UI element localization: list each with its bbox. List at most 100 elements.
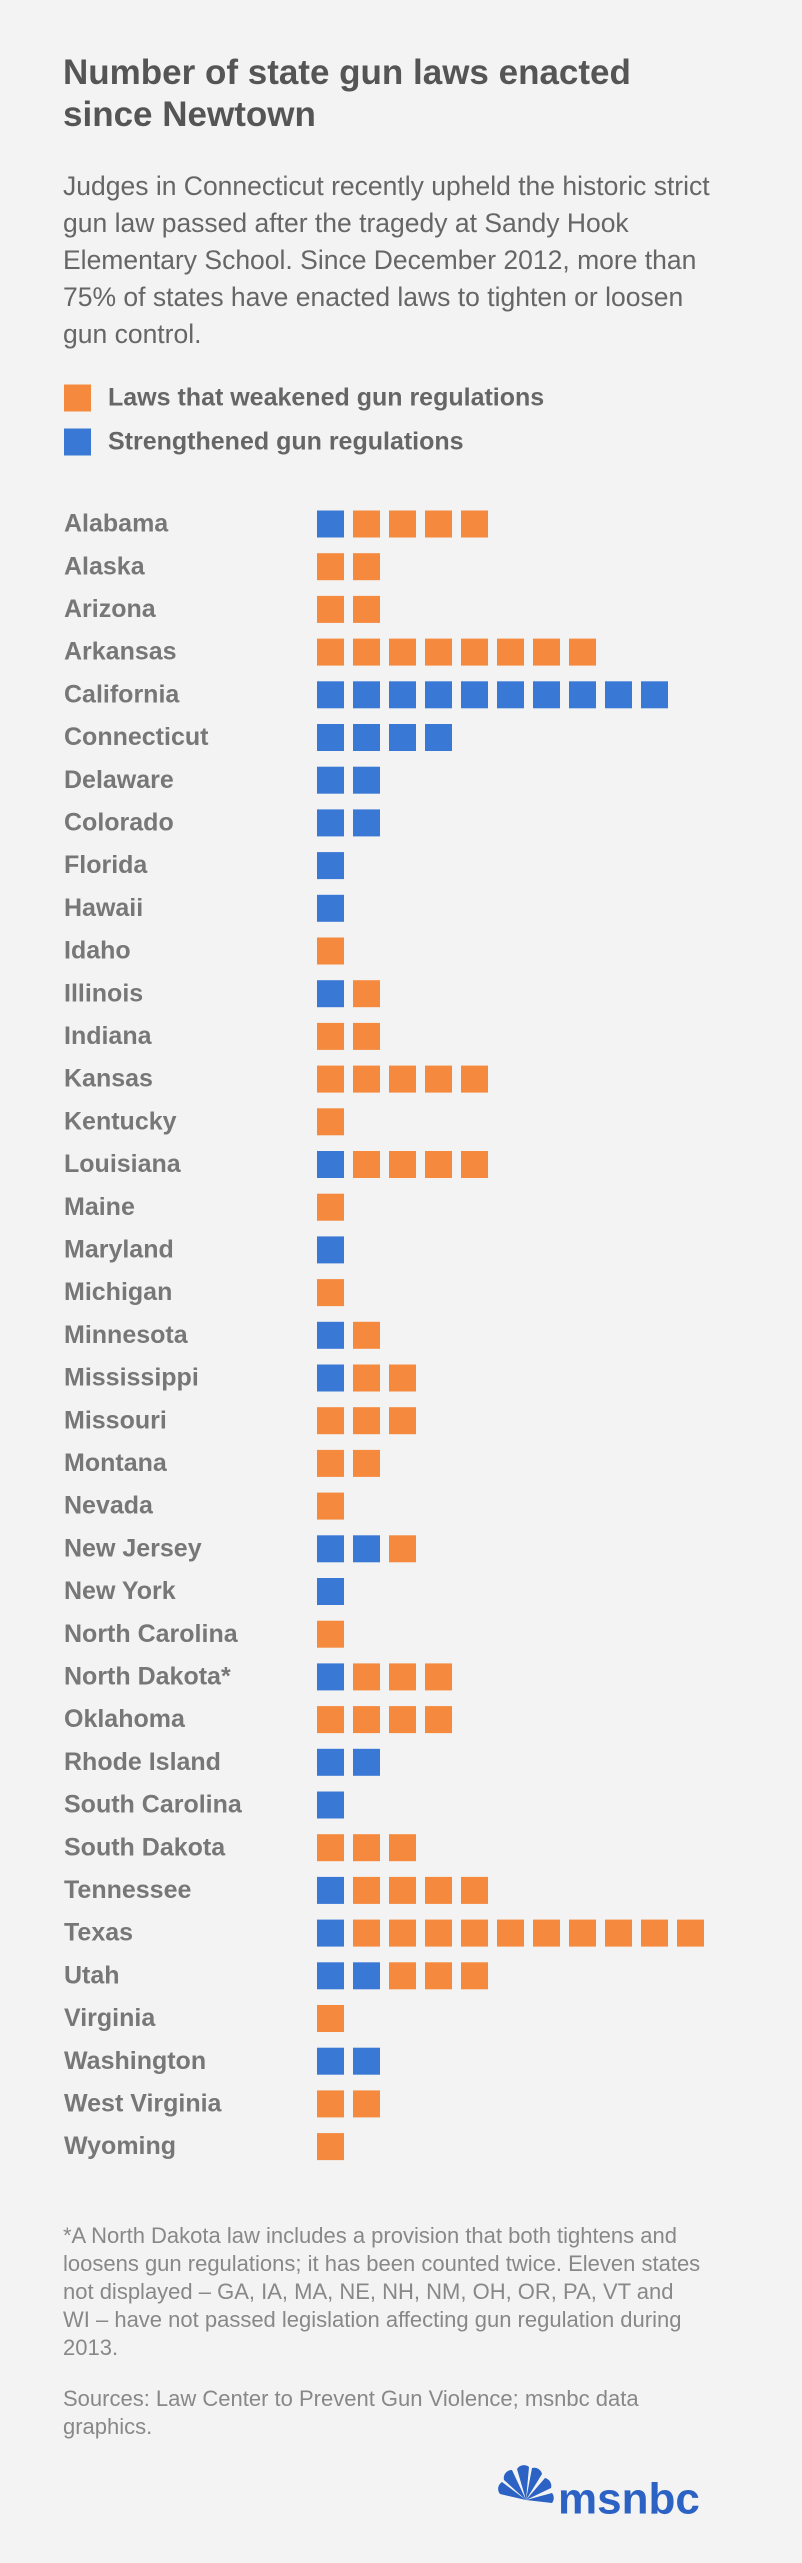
unit-segment [317, 1151, 344, 1178]
source: Sources: Law Center to Prevent Gun Viole… [63, 2386, 639, 2439]
unit-square [389, 1663, 416, 1691]
unit-segment [317, 1321, 344, 1349]
legend-swatch [64, 428, 91, 456]
unit-square [389, 681, 416, 709]
category-label: South Dakota [64, 1833, 226, 1861]
unit-segment [317, 1706, 452, 1734]
category-label: Missouri [64, 1406, 167, 1434]
category-label: Texas [64, 1919, 133, 1947]
unit-square [389, 1535, 416, 1563]
category-label: Illinois [64, 979, 143, 1007]
unit-segment [353, 1663, 452, 1691]
unit-segment [317, 2133, 344, 2161]
unit-segment [317, 1919, 344, 1947]
unit-square [317, 894, 344, 922]
category-label: Michigan [64, 1278, 172, 1306]
unit-segment [317, 852, 344, 880]
unit-square [317, 1706, 344, 1734]
category-label: California [64, 680, 180, 708]
unit-square [353, 1022, 380, 1050]
unit-segment [317, 766, 380, 794]
unit-square [389, 1364, 416, 1392]
unit-square [461, 1962, 488, 1990]
legend-swatch [64, 384, 91, 412]
unit-square [461, 1919, 488, 1947]
category-label: Arizona [64, 595, 157, 623]
unit-square [497, 681, 524, 709]
unit-square [533, 638, 560, 666]
category-label: Nevada [64, 1492, 154, 1520]
unit-square [605, 681, 632, 709]
unit-square [353, 766, 380, 794]
unit-segment [317, 2047, 380, 2075]
unit-segment [317, 1834, 416, 1862]
unit-square [317, 1364, 344, 1392]
category-label: Hawaii [64, 894, 143, 922]
unit-square [353, 2090, 380, 2118]
category-label: Utah [64, 1961, 120, 1989]
unit-square [389, 724, 416, 751]
unit-square [317, 724, 344, 751]
unit-square [353, 980, 380, 1008]
unit-square [425, 681, 452, 709]
unit-segment [353, 1151, 488, 1178]
unit-square [461, 681, 488, 709]
unit-square [317, 1022, 344, 1050]
unit-square [317, 1919, 344, 1947]
unit-square [353, 1748, 380, 1776]
unit-segment [389, 1962, 488, 1990]
unit-segment [317, 553, 380, 581]
unit-square [389, 1919, 416, 1947]
unit-segment [317, 894, 344, 922]
unit-square [317, 2090, 344, 2118]
footnote: *A North Dakota law includes a provision… [63, 2223, 701, 2360]
legend-label: Laws that weakened gun regulations [108, 384, 544, 412]
unit-square [425, 1151, 452, 1178]
unit-square [353, 638, 380, 666]
unit-square [317, 1578, 344, 1605]
category-label: New York [64, 1577, 176, 1605]
unit-square [389, 1706, 416, 1734]
unit-segment [317, 1535, 380, 1563]
unit-segment [353, 510, 488, 538]
unit-segment [317, 809, 380, 837]
unit-segment [353, 980, 380, 1008]
unit-segment [317, 1236, 344, 1264]
unit-square [353, 809, 380, 837]
unit-square [533, 1919, 560, 1947]
category-label: Kentucky [64, 1107, 177, 1135]
unit-square [353, 1919, 380, 1947]
unit-segment [353, 1364, 416, 1392]
category-label: Alabama [64, 510, 169, 538]
unit-square [461, 1876, 488, 1904]
unit-square [641, 1919, 668, 1947]
unit-square [533, 681, 560, 709]
unit-square [497, 1919, 524, 1947]
unit-square [317, 1407, 344, 1435]
unit-segment [317, 1022, 380, 1050]
unit-square [353, 2047, 380, 2075]
unit-square [317, 809, 344, 837]
unit-square [317, 1535, 344, 1563]
unit-square [353, 1663, 380, 1691]
category-label: Maine [64, 1193, 135, 1221]
unit-square [425, 638, 452, 666]
chart-title: Number of state gun laws enacted since N… [63, 53, 631, 134]
unit-square [317, 1108, 344, 1136]
unit-square [317, 2005, 344, 2032]
unit-segment [317, 1193, 344, 1221]
unit-segment [317, 724, 452, 751]
unit-square [353, 1876, 380, 1904]
unit-square [317, 766, 344, 794]
unit-segment [317, 681, 668, 709]
unit-segment [317, 1791, 344, 1819]
unit-square [353, 1321, 380, 1349]
unit-segment [317, 1449, 380, 1477]
unit-square [425, 1962, 452, 1990]
unit-square [605, 1919, 632, 1947]
unit-square [317, 1663, 344, 1691]
unit-square [317, 2133, 344, 2161]
category-label: Maryland [64, 1236, 174, 1264]
unit-square [317, 1279, 344, 1307]
category-label: Florida [64, 851, 148, 879]
